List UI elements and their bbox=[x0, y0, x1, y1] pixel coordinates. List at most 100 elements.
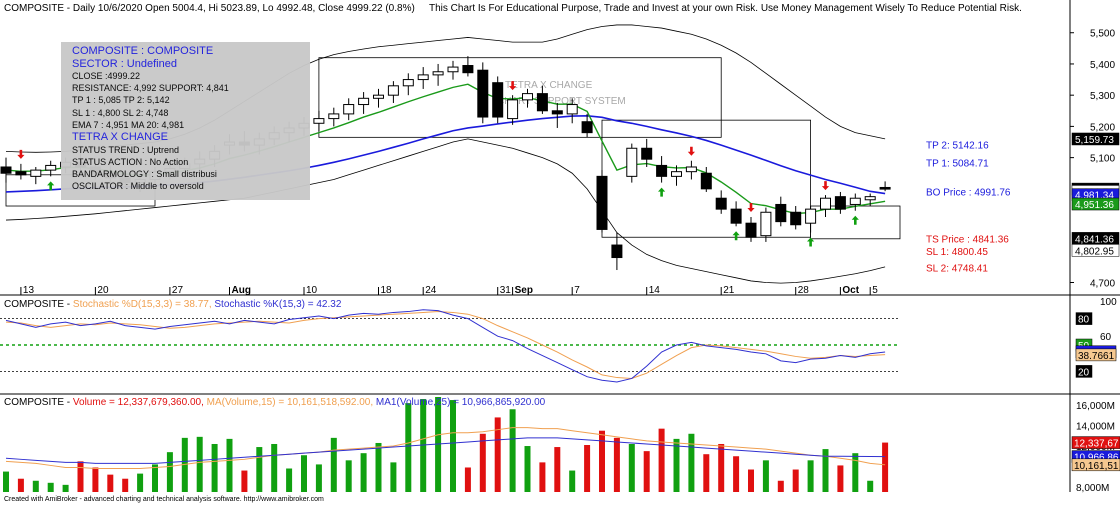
candle-body bbox=[30, 169, 42, 177]
candle-body bbox=[432, 71, 444, 76]
volume-bar bbox=[47, 482, 54, 492]
stoch-d-label: Stochastic %D(15,3,3) = 38.77, bbox=[73, 299, 212, 310]
volume-bar bbox=[569, 470, 576, 492]
candle-body bbox=[671, 171, 682, 177]
volume-bar bbox=[807, 460, 814, 492]
stoch-badge bbox=[1075, 312, 1093, 325]
x-tick-label: 24 bbox=[425, 285, 437, 296]
candle-body bbox=[730, 208, 742, 224]
price-tick-label: 5,300 bbox=[1090, 91, 1115, 102]
volume-badge-label: 10,966,86 bbox=[1074, 453, 1119, 464]
info-osc: OSCILATOR : Middle to oversold bbox=[72, 181, 204, 192]
volume-badge bbox=[1071, 436, 1120, 449]
volume-bar bbox=[345, 460, 352, 492]
x-tick-label: 28 bbox=[798, 285, 810, 296]
volume-bar bbox=[435, 397, 442, 492]
volume-bar bbox=[137, 473, 144, 492]
candle-body bbox=[820, 197, 831, 210]
volume-bar bbox=[554, 447, 561, 492]
down-arrow-icon bbox=[687, 146, 695, 156]
volume-bar bbox=[643, 451, 650, 492]
x-tick-label: 14 bbox=[649, 285, 661, 296]
stoch-badge bbox=[1075, 348, 1117, 362]
stoch-title: COMPOSITE - Stochastic %D(15,3,3) = 38.7… bbox=[4, 299, 342, 310]
volume-bar bbox=[375, 442, 382, 492]
level-sl1: SL 1: 4800.45 bbox=[926, 247, 988, 258]
volume-bar bbox=[718, 443, 725, 492]
volume-bar bbox=[628, 443, 635, 492]
x-tick-label: Sep bbox=[515, 285, 533, 296]
volume-bar bbox=[509, 409, 516, 492]
volume-bar bbox=[688, 433, 695, 492]
volume-bar bbox=[494, 417, 501, 492]
x-tick-label: 13 bbox=[23, 285, 35, 296]
candle-body bbox=[745, 222, 757, 238]
volume-bar bbox=[92, 467, 99, 492]
volume-bar bbox=[226, 438, 233, 492]
x-tick-label: 10 bbox=[306, 285, 318, 296]
volume-bar bbox=[733, 456, 740, 492]
stoch-badge-label: 38.7661 bbox=[1078, 351, 1115, 362]
volume-ma25-label: MA1(Volume,25) = 10,966,865,920.00 bbox=[373, 397, 546, 408]
volume-tick-label: 16,000M bbox=[1076, 401, 1115, 412]
price-tick-label: 5,100 bbox=[1090, 154, 1115, 165]
volume-bar bbox=[792, 469, 799, 492]
candle-body bbox=[387, 85, 399, 96]
volume-bar bbox=[152, 464, 158, 492]
volume-bar bbox=[658, 428, 665, 492]
candle-body bbox=[447, 66, 459, 73]
volume-bar bbox=[360, 453, 367, 492]
volume-bar bbox=[77, 461, 84, 492]
candle-body bbox=[715, 197, 727, 210]
x-tick-label: 21 bbox=[723, 285, 735, 296]
volume-bar bbox=[822, 449, 829, 492]
up-arrow-icon bbox=[47, 181, 55, 191]
up-arrow-icon bbox=[851, 215, 859, 225]
candle-body bbox=[566, 104, 578, 115]
price-tick-label: 5,400 bbox=[1090, 60, 1115, 71]
candle-body bbox=[15, 171, 27, 176]
price-badge-label: 5,159.73 bbox=[1075, 135, 1114, 146]
volume-bar bbox=[539, 462, 546, 492]
x-tick-label: 18 bbox=[381, 285, 393, 296]
x-tick-label: 20 bbox=[97, 285, 109, 296]
volume-bar bbox=[122, 478, 129, 492]
candle-body bbox=[492, 82, 504, 118]
volume-bar bbox=[405, 403, 412, 492]
volume-bar bbox=[211, 443, 218, 492]
candle-body bbox=[313, 118, 325, 124]
watermark-line1: TETRA X CHANGE bbox=[505, 80, 593, 91]
volume-title: COMPOSITE - Volume = 12,337,679,360.00, … bbox=[4, 397, 546, 408]
info-trend: STATUS TREND : Uptrend bbox=[72, 144, 180, 155]
candle-body bbox=[879, 186, 891, 190]
candle-body bbox=[656, 164, 668, 177]
candle-body bbox=[834, 196, 846, 210]
info-bandar: BANDARMOLOGY : Small distribusi bbox=[72, 168, 217, 179]
volume-badge-label: 12,337,67 bbox=[1074, 439, 1119, 450]
x-tick-label: 31 bbox=[500, 285, 512, 296]
up-arrow-icon bbox=[658, 187, 666, 197]
stoch-tick-label: 60 bbox=[1100, 332, 1112, 343]
candle-body bbox=[849, 197, 861, 205]
candle-body bbox=[45, 164, 57, 171]
volume-bar bbox=[464, 467, 471, 492]
info-panel: COMPOSITE : COMPOSITE SECTOR : Undefined… bbox=[61, 42, 310, 200]
candle-body bbox=[551, 110, 563, 115]
volume-bar bbox=[837, 465, 844, 492]
candle-body bbox=[373, 94, 384, 99]
x-tick-label: 5 bbox=[872, 285, 878, 296]
volume-bar bbox=[524, 446, 531, 492]
price-badge bbox=[1071, 244, 1120, 257]
volume-bar bbox=[584, 445, 591, 492]
price-tick-label: 5,200 bbox=[1090, 122, 1115, 133]
volume-bar bbox=[271, 443, 278, 492]
level-tp1: TP 1: 5084.71 bbox=[926, 158, 989, 169]
candle-body bbox=[596, 175, 608, 230]
volume-tick-label: 14,000M bbox=[1076, 422, 1115, 433]
candle-body bbox=[611, 244, 623, 259]
volume-bar bbox=[3, 471, 9, 492]
level-ts: TS Price : 4841.36 bbox=[926, 234, 1009, 245]
info-sl: SL 1 : 4,800 SL 2: 4,748 bbox=[72, 107, 169, 118]
x-tick-label: 7 bbox=[574, 285, 580, 296]
